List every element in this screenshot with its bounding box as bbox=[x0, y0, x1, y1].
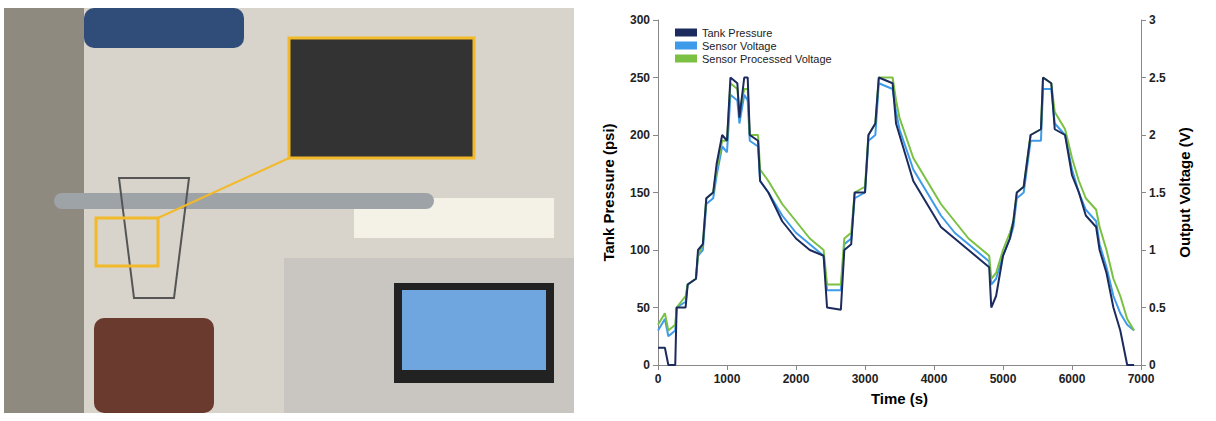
svg-text:Sensor Processed Voltage: Sensor Processed Voltage bbox=[702, 53, 832, 65]
svg-text:Output Voltage (V): Output Voltage (V) bbox=[1176, 127, 1193, 258]
svg-text:Tank Pressure (psi): Tank Pressure (psi) bbox=[600, 123, 617, 261]
svg-text:0: 0 bbox=[643, 358, 650, 372]
svg-text:0: 0 bbox=[655, 372, 662, 386]
svg-text:50: 50 bbox=[637, 301, 651, 315]
svg-text:Tank Pressure: Tank Pressure bbox=[702, 27, 772, 39]
svg-text:200: 200 bbox=[630, 128, 650, 142]
svg-text:100: 100 bbox=[630, 243, 650, 257]
svg-text:2000: 2000 bbox=[783, 372, 810, 386]
svg-text:3000: 3000 bbox=[852, 372, 879, 386]
svg-text:2: 2 bbox=[1149, 128, 1156, 142]
svg-text:1.5: 1.5 bbox=[1149, 186, 1166, 200]
svg-text:150: 150 bbox=[630, 186, 650, 200]
svg-text:Time (s): Time (s) bbox=[871, 390, 928, 407]
svg-text:Sensor Voltage: Sensor Voltage bbox=[702, 40, 777, 52]
svg-text:1000: 1000 bbox=[714, 372, 741, 386]
svg-text:4000: 4000 bbox=[921, 372, 948, 386]
svg-text:3: 3 bbox=[1149, 13, 1156, 27]
svg-text:7000: 7000 bbox=[1128, 372, 1155, 386]
svg-text:0: 0 bbox=[1149, 358, 1156, 372]
svg-text:5000: 5000 bbox=[990, 372, 1017, 386]
svg-text:6000: 6000 bbox=[1059, 372, 1086, 386]
svg-text:0.5: 0.5 bbox=[1149, 301, 1166, 315]
svg-text:1: 1 bbox=[1149, 243, 1156, 257]
svg-text:250: 250 bbox=[630, 71, 650, 85]
svg-text:300: 300 bbox=[630, 13, 650, 27]
svg-text:2.5: 2.5 bbox=[1149, 71, 1166, 85]
